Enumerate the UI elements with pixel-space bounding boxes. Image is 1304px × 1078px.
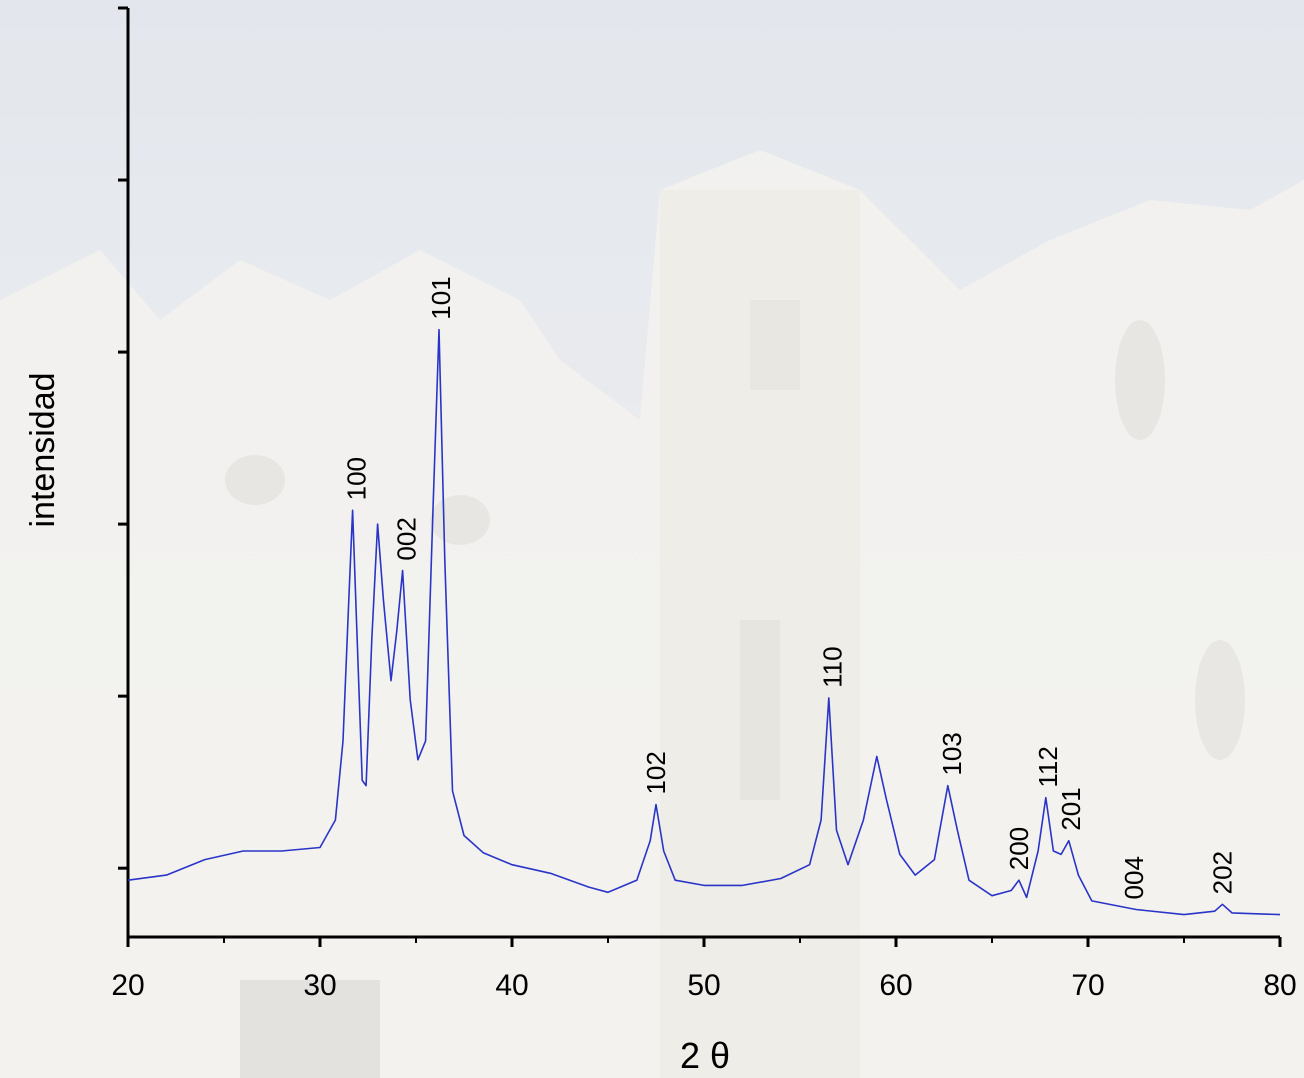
x-axis-label: 2 θ (680, 1035, 730, 1076)
x-tick-label: 40 (495, 969, 528, 1002)
peak-label: 102 (641, 751, 671, 794)
background (0, 0, 1304, 1078)
peak-label: 201 (1056, 787, 1086, 830)
peak-label: 004 (1119, 856, 1149, 899)
peak-label: 202 (1208, 851, 1238, 894)
x-tick-label: 70 (1071, 969, 1104, 1002)
peak-label: 200 (1004, 827, 1034, 870)
peak-label: 110 (818, 646, 848, 687)
x-tick-label: 30 (303, 969, 336, 1002)
x-tick-label: 50 (687, 969, 720, 1002)
x-tick-label: 60 (879, 969, 912, 1002)
peak-label: 112 (1033, 746, 1063, 787)
y-axis-label: intensidad (24, 372, 62, 527)
chart: 2030405060708010000210110211010320011220… (0, 0, 1304, 1078)
x-tick-label: 20 (111, 969, 144, 1002)
peak-label: 002 (391, 517, 421, 560)
peak-label: 100 (342, 457, 372, 500)
peak-label: 103 (937, 732, 967, 775)
x-tick-label: 80 (1263, 969, 1296, 1002)
peak-label: 101 (426, 276, 456, 319)
